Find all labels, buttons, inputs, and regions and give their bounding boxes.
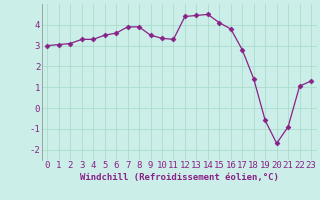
X-axis label: Windchill (Refroidissement éolien,°C): Windchill (Refroidissement éolien,°C): [80, 173, 279, 182]
